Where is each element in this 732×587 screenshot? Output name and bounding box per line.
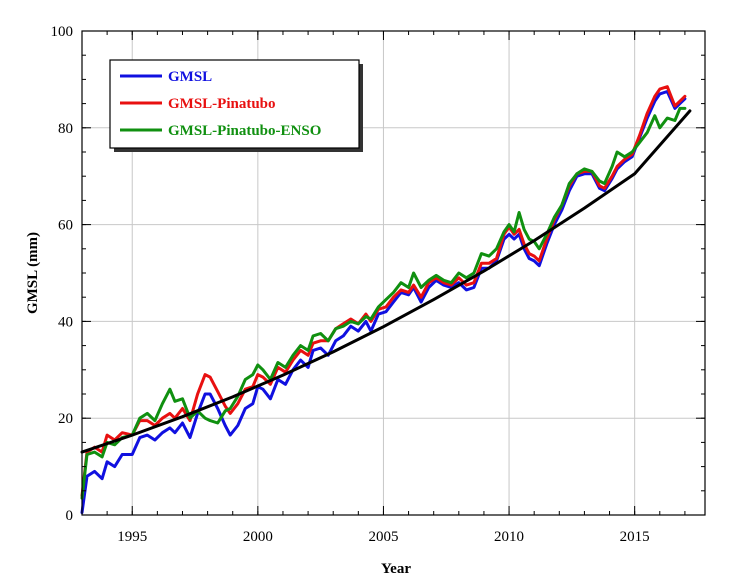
y-axis-title: GMSL (mm) — [25, 232, 41, 314]
legend-label: GMSL — [168, 69, 212, 85]
x-axis-title: Year — [381, 561, 411, 577]
series-line-gmsl — [80, 90, 687, 515]
x-tick-label: 2005 — [368, 529, 398, 545]
series-line-fit — [80, 109, 692, 454]
legend: GMSL GMSL-Pinatubo GMSL-Pinatubo-ENSO — [109, 59, 363, 152]
y-tick-label: 100 — [51, 24, 74, 40]
y-tick-label: 0 — [66, 508, 74, 524]
y-tick-label: 80 — [58, 121, 73, 137]
legend-label: GMSL-Pinatubo — [168, 96, 276, 112]
y-tick-label: 60 — [58, 218, 73, 234]
x-tick-label: 2015 — [620, 529, 650, 545]
legend-label: GMSL-Pinatubo-ENSO — [168, 123, 321, 139]
y-tick-label: 40 — [58, 314, 73, 330]
y-tick-label: 20 — [58, 411, 73, 427]
axis-ticks: 1995 2000 2005 2010 2015 0 20 40 60 80 100 — [51, 24, 705, 545]
series-line-gmsl-pinatubo-enso — [80, 106, 687, 500]
x-tick-label: 1995 — [117, 529, 147, 545]
x-tick-label: 2000 — [243, 529, 273, 545]
series-layer — [80, 85, 692, 515]
x-tick-label: 2010 — [494, 529, 524, 545]
